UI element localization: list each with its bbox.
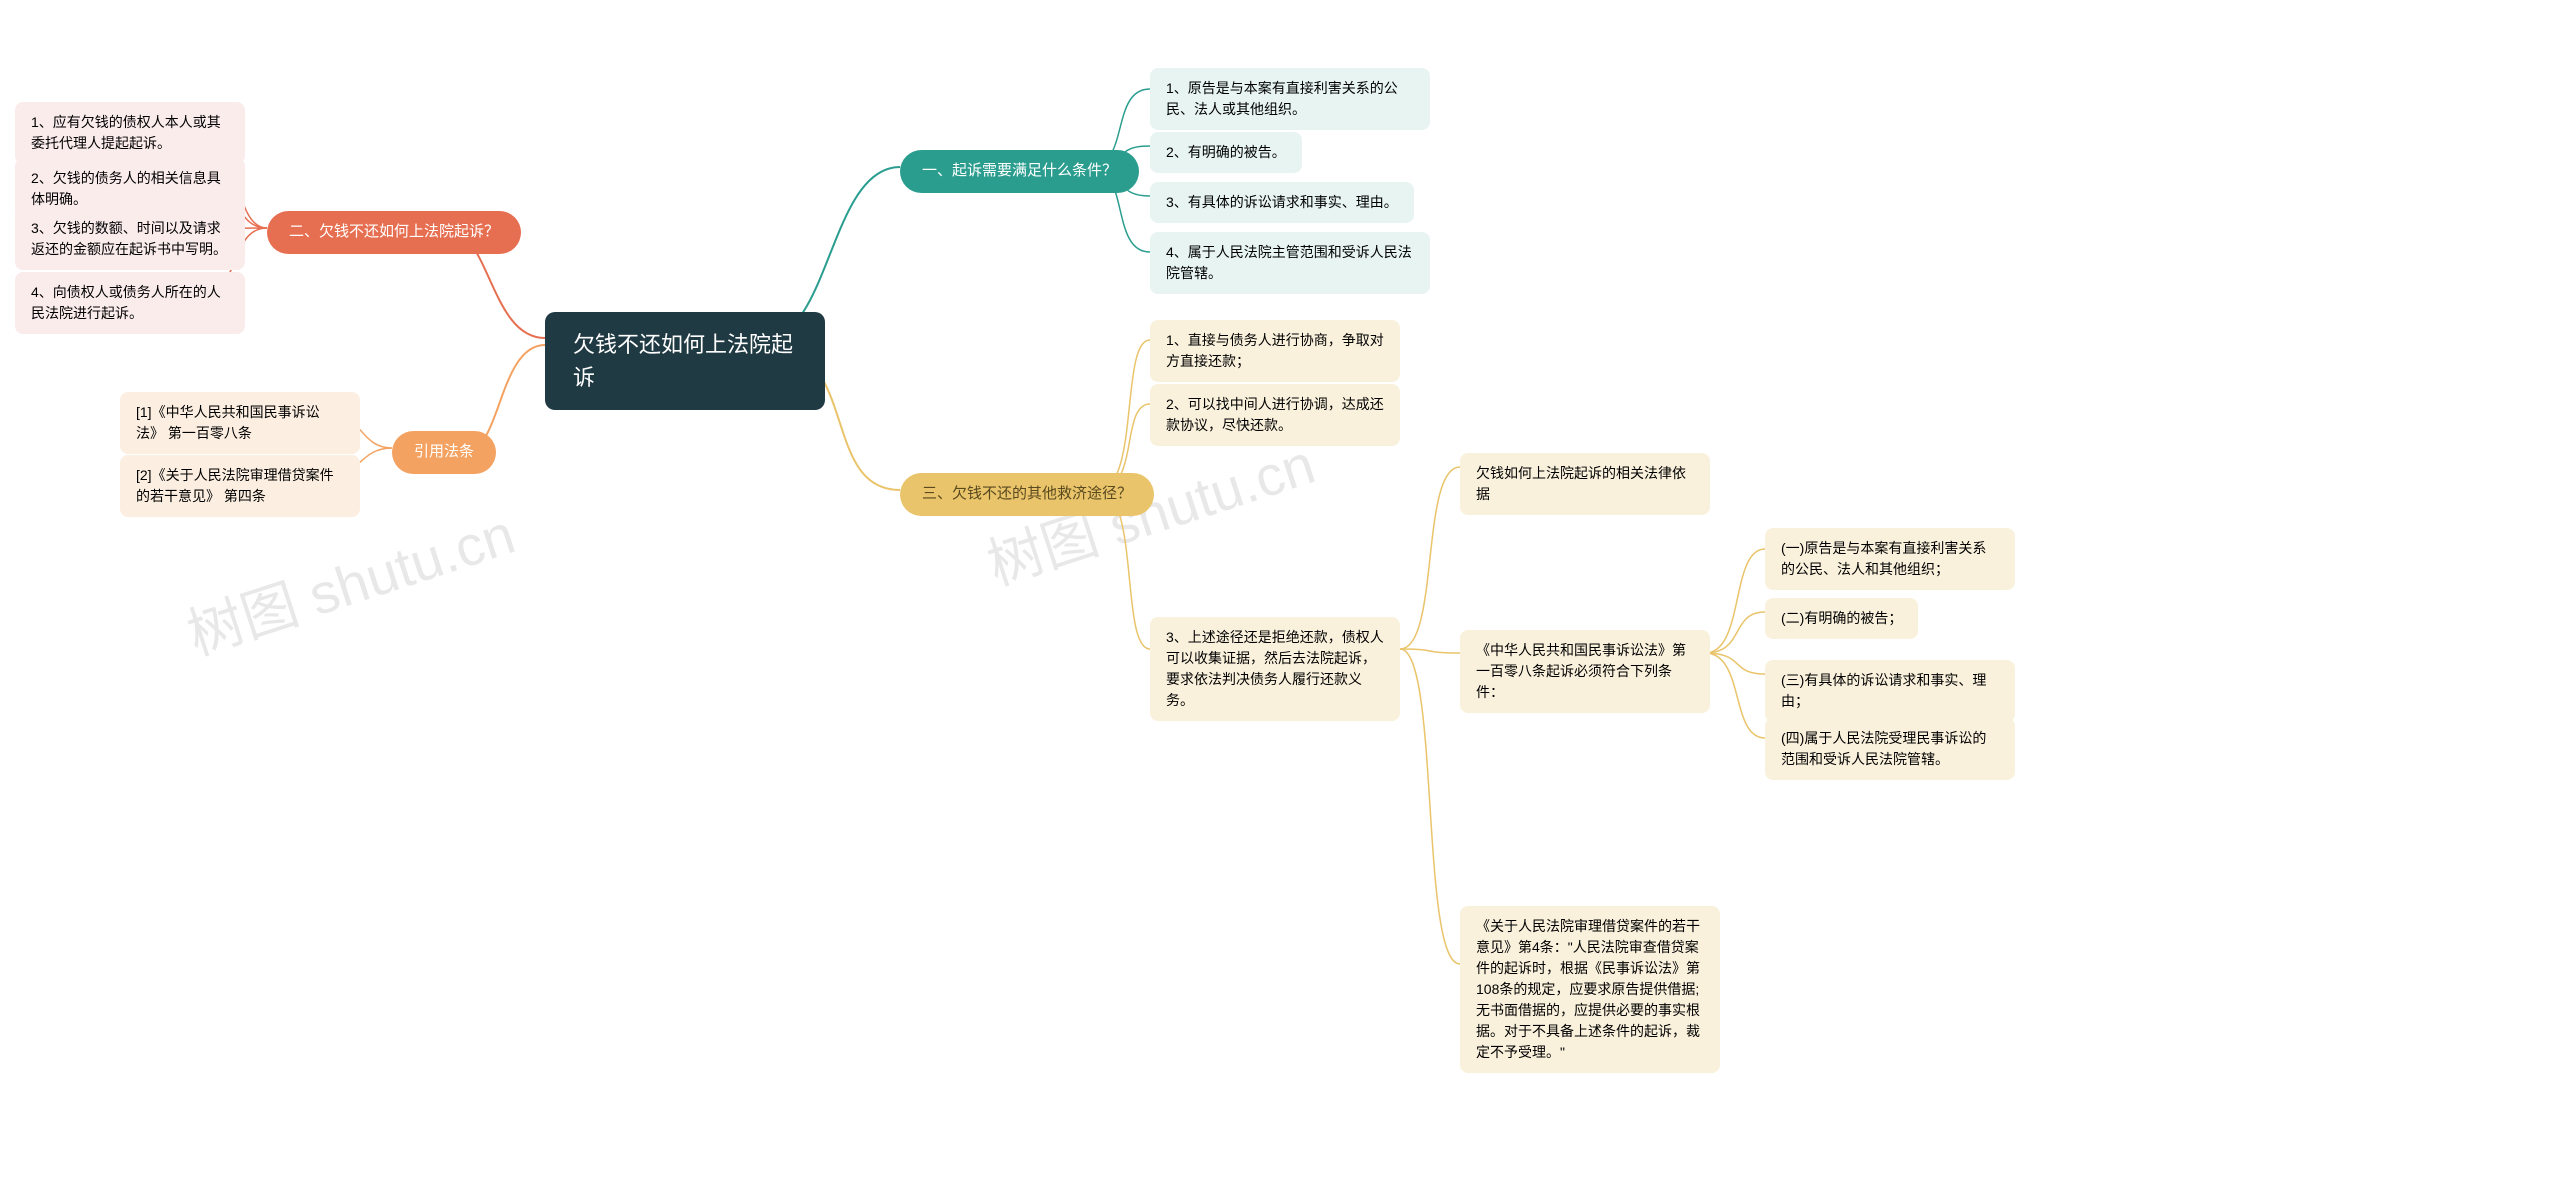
b2-item-3: 3、欠钱的数额、时间以及请求返还的金额应在起诉书中写明。 <box>15 208 245 270</box>
branch-4: 引用法条 <box>392 431 496 474</box>
b4-item-2: [2]《关于人民法院审理借贷案件的若干意见》 第四条 <box>120 455 360 517</box>
b1-item-3: 3、有具体的诉讼请求和事实、理由。 <box>1150 182 1414 223</box>
b3-legal-basis-title: 欠钱如何上法院起诉的相关法律依据 <box>1460 453 1710 515</box>
b3-item-1: 1、直接与债务人进行协商，争取对方直接还款； <box>1150 320 1400 382</box>
branch-2: 二、欠钱不还如何上法院起诉？ <box>267 211 521 254</box>
b3-item-2: 2、可以找中间人进行协调，达成还款协议，尽快还款。 <box>1150 384 1400 446</box>
b1-item-1: 1、原告是与本案有直接利害关系的公民、法人或其他组织。 <box>1150 68 1430 130</box>
b1-item-2: 2、有明确的被告。 <box>1150 132 1302 173</box>
b2-item-4: 4、向债权人或债务人所在的人民法院进行起诉。 <box>15 272 245 334</box>
b3-law-108-4: (四)属于人民法院受理民事诉讼的范围和受诉人民法院管辖。 <box>1765 718 2015 780</box>
branch-1: 一、起诉需要满足什么条件？ <box>900 150 1139 193</box>
b3-item-3: 3、上述途径还是拒绝还款，债权人可以收集证据，然后去法院起诉，要求依法判决债务人… <box>1150 617 1400 721</box>
b3-law-108-1: (一)原告是与本案有直接利害关系的公民、法人和其他组织； <box>1765 528 2015 590</box>
b3-law-108: 《中华人民共和国民事诉讼法》第一百零八条起诉必须符合下列条件： <box>1460 630 1710 713</box>
connectors <box>0 0 2560 1187</box>
b4-item-1: [1]《中华人民共和国民事诉讼法》 第一百零八条 <box>120 392 360 454</box>
b3-law-108-3: (三)有具体的诉讼请求和事实、理由； <box>1765 660 2015 722</box>
b1-item-4: 4、属于人民法院主管范围和受诉人民法院管辖。 <box>1150 232 1430 294</box>
b2-item-1: 1、应有欠钱的债权人本人或其委托代理人提起起诉。 <box>15 102 245 164</box>
branch-3: 三、欠钱不还的其他救济途径？ <box>900 473 1154 516</box>
b3-law-108-2: (二)有明确的被告； <box>1765 598 1918 639</box>
root-node: 欠钱不还如何上法院起诉 <box>545 312 825 410</box>
b3-law-opinion-4: 《关于人民法院审理借贷案件的若干意见》第4条："人民法院审查借贷案件的起诉时，根… <box>1460 906 1720 1073</box>
